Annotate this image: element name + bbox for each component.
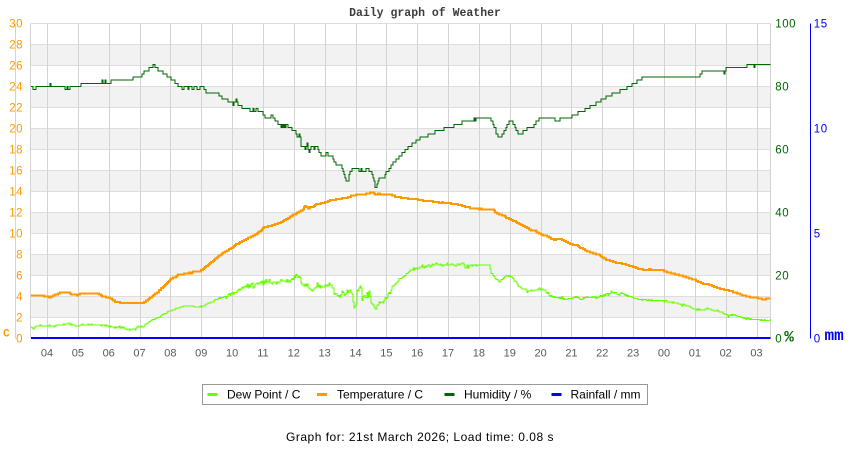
svg-text:02: 02 bbox=[720, 348, 732, 360]
svg-text:15: 15 bbox=[380, 348, 392, 360]
svg-text:00: 00 bbox=[658, 348, 670, 360]
svg-text:10: 10 bbox=[814, 124, 828, 136]
svg-text:08: 08 bbox=[164, 348, 176, 360]
svg-text:10: 10 bbox=[226, 348, 238, 360]
svg-text:09: 09 bbox=[195, 348, 207, 360]
svg-text:%: % bbox=[784, 329, 794, 347]
svg-text:24: 24 bbox=[9, 82, 23, 94]
svg-text:20: 20 bbox=[9, 124, 23, 136]
svg-text:Dew Point / C: Dew Point / C bbox=[227, 388, 301, 402]
svg-text:Humidity / %: Humidity / % bbox=[464, 388, 532, 402]
svg-text:0: 0 bbox=[814, 334, 821, 346]
svg-text:Temperature / C: Temperature / C bbox=[337, 388, 423, 402]
svg-text:14: 14 bbox=[9, 187, 23, 199]
svg-text:17: 17 bbox=[442, 348, 454, 360]
svg-text:07: 07 bbox=[133, 348, 145, 360]
svg-text:Rainfall / mm: Rainfall / mm bbox=[571, 388, 641, 402]
svg-text:0: 0 bbox=[16, 334, 23, 346]
svg-text:23: 23 bbox=[627, 348, 639, 360]
svg-text:4: 4 bbox=[16, 292, 23, 304]
svg-text:100: 100 bbox=[775, 19, 796, 31]
svg-text:14: 14 bbox=[349, 348, 361, 360]
svg-text:16: 16 bbox=[9, 166, 23, 178]
svg-text:11: 11 bbox=[257, 348, 268, 360]
svg-text:06: 06 bbox=[103, 348, 115, 360]
svg-text:C: C bbox=[3, 329, 10, 341]
svg-text:6: 6 bbox=[16, 271, 23, 283]
svg-text:Daily graph of Weather: Daily graph of Weather bbox=[349, 7, 501, 20]
svg-text:05: 05 bbox=[72, 348, 84, 360]
svg-text:22: 22 bbox=[596, 348, 608, 360]
svg-text:60: 60 bbox=[775, 145, 789, 157]
svg-text:18: 18 bbox=[473, 348, 485, 360]
svg-text:0: 0 bbox=[775, 334, 782, 346]
svg-text:13: 13 bbox=[319, 348, 331, 360]
svg-text:20: 20 bbox=[775, 271, 789, 283]
svg-text:mm: mm bbox=[825, 327, 845, 345]
svg-text:30: 30 bbox=[9, 19, 23, 31]
svg-text:20: 20 bbox=[534, 348, 546, 360]
svg-text:16: 16 bbox=[411, 348, 423, 360]
svg-text:04: 04 bbox=[41, 348, 53, 360]
svg-text:2: 2 bbox=[16, 313, 23, 325]
svg-text:12: 12 bbox=[9, 208, 23, 220]
svg-text:40: 40 bbox=[775, 208, 789, 220]
svg-text:03: 03 bbox=[750, 348, 762, 360]
svg-text:22: 22 bbox=[9, 103, 23, 115]
svg-text:21: 21 bbox=[565, 348, 577, 360]
svg-text:15: 15 bbox=[814, 19, 828, 31]
svg-text:28: 28 bbox=[9, 40, 23, 52]
svg-text:10: 10 bbox=[9, 229, 23, 241]
svg-text:19: 19 bbox=[504, 348, 516, 360]
svg-text:5: 5 bbox=[814, 229, 821, 241]
svg-text:18: 18 bbox=[9, 145, 23, 157]
svg-text:01: 01 bbox=[689, 348, 701, 360]
svg-text:Graph for: 21st March 2026; Lo: Graph for: 21st March 2026; Load time: 0… bbox=[286, 430, 554, 444]
svg-text:12: 12 bbox=[288, 348, 300, 360]
svg-text:26: 26 bbox=[9, 61, 23, 73]
svg-text:8: 8 bbox=[16, 250, 23, 262]
svg-text:80: 80 bbox=[775, 82, 789, 94]
